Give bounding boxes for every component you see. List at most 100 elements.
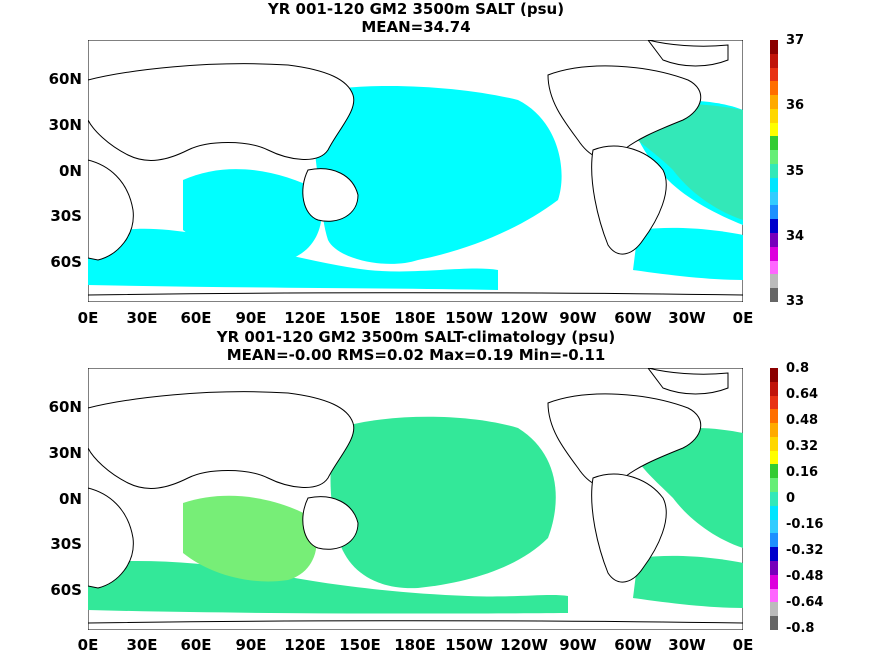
panel2-lon-120e: 120E xyxy=(284,636,326,654)
panel1-title: YR 001-120 GM2 3500m SALT (psu) xyxy=(267,0,565,18)
panel2-map xyxy=(88,368,743,630)
colorbar-segment xyxy=(770,108,778,123)
panel1-lon-60e: 60E xyxy=(180,309,212,327)
colorbar-segment xyxy=(770,560,778,575)
panel2-cb-0: 0 xyxy=(786,491,796,506)
panel2-lat-60s: 60S xyxy=(50,581,82,599)
panel1-cb-36: 36 xyxy=(786,98,805,113)
colorbar-segment xyxy=(770,588,778,603)
panel2-lon-0e-right: 0E xyxy=(732,636,754,654)
colorbar-segment xyxy=(770,616,778,630)
panel2-lon-30w: 30W xyxy=(668,636,706,654)
colorbar-segment xyxy=(770,395,778,410)
panel1-lat-30n: 30N xyxy=(48,116,82,134)
panel1-lon-180e: 180E xyxy=(394,309,436,327)
panel1-lon-150w: 150W xyxy=(445,309,493,327)
panel1-lon-0e-left: 0E xyxy=(77,309,99,327)
colorbar-segment xyxy=(770,505,778,520)
panel1-colorbar xyxy=(770,40,778,302)
colorbar-segment xyxy=(770,492,778,506)
colorbar-segment xyxy=(770,574,778,589)
panel1-lon-90w: 90W xyxy=(559,309,597,327)
panel2-green-fill xyxy=(88,416,743,614)
panel2-cb-m0p64: -0.64 xyxy=(786,595,824,610)
colorbar-segment xyxy=(770,547,778,561)
panel2-lon-60e: 60E xyxy=(180,636,212,654)
panel2-lon-150e: 150E xyxy=(339,636,381,654)
panel2-lon-90w: 90W xyxy=(559,636,597,654)
panel2-title: YR 001-120 GM2 3500m SALT-climatology (p… xyxy=(216,328,616,346)
colorbar-segment xyxy=(770,274,778,289)
panel1-cb-33: 33 xyxy=(786,294,805,309)
panel2-cb-m0p8: -0.8 xyxy=(786,621,815,636)
panel1-lon-0e-right: 0E xyxy=(732,309,754,327)
colorbar-segment xyxy=(770,150,778,165)
panel2-cb-0p16: 0.16 xyxy=(786,465,819,480)
colorbar-segment xyxy=(770,519,778,534)
panel2-subtitle: MEAN=-0.00 RMS=0.02 Max=0.19 Min=-0.11 xyxy=(226,346,606,364)
colorbar-segment xyxy=(770,464,778,479)
panel2-lon-30e: 30E xyxy=(126,636,158,654)
panel1-lon-120e: 120E xyxy=(284,309,326,327)
panel2-cb-m0p16: -0.16 xyxy=(786,517,824,532)
colorbar-segment xyxy=(770,53,778,68)
colorbar-segment xyxy=(770,246,778,261)
colorbar-segment xyxy=(770,81,778,96)
colorbar-segment xyxy=(770,205,778,220)
panel2-lat-30s: 30S xyxy=(50,535,82,553)
colorbar-segment xyxy=(770,288,778,302)
panel2-cb-0p32: 0.32 xyxy=(786,439,819,454)
panel2-cb-0p48: 0.48 xyxy=(786,413,819,428)
panel2-lat-60n: 60N xyxy=(48,398,82,416)
panel2-lat-30n: 30N xyxy=(48,444,82,462)
panel1-lat-60n: 60N xyxy=(48,70,82,88)
colorbar-segment xyxy=(770,533,778,548)
colorbar-segment xyxy=(770,478,778,493)
panel1-lon-90e: 90E xyxy=(235,309,267,327)
panel1-cb-35: 35 xyxy=(786,164,805,179)
panel2-lon-150w: 150W xyxy=(445,636,493,654)
colorbar-segment xyxy=(770,602,778,617)
panel2-colorbar xyxy=(770,368,778,630)
colorbar-segment xyxy=(770,368,778,382)
colorbar-segment xyxy=(770,136,778,151)
panel2-cb-m0p48: -0.48 xyxy=(786,569,824,584)
panel1-lon-150e: 150E xyxy=(339,309,381,327)
panel1-cb-37: 37 xyxy=(786,33,805,48)
panel2-lon-120w: 120W xyxy=(500,636,548,654)
panel1-lat-30s: 30S xyxy=(50,207,82,225)
panel2-lon-60w: 60W xyxy=(614,636,652,654)
colorbar-segment xyxy=(770,67,778,82)
colorbar-segment xyxy=(770,122,778,137)
panel1-lon-30e: 30E xyxy=(126,309,158,327)
colorbar-segment xyxy=(770,423,778,437)
panel2-lat-0n: 0N xyxy=(59,490,82,508)
panel2-lon-90e: 90E xyxy=(235,636,267,654)
panel2-coastlines xyxy=(88,368,743,630)
colorbar-segment xyxy=(770,260,778,275)
panel1-lat-0n: 0N xyxy=(59,162,82,180)
colorbar-segment xyxy=(770,232,778,247)
colorbar-segment xyxy=(770,219,778,233)
colorbar-segment xyxy=(770,95,778,109)
panel1-map xyxy=(88,40,743,302)
panel2-cb-m0p32: -0.32 xyxy=(786,543,824,558)
colorbar-segment xyxy=(770,436,778,451)
panel1-subtitle: MEAN=34.74 xyxy=(361,18,471,36)
panel2-lon-0e-left: 0E xyxy=(77,636,99,654)
panel1-lon-60w: 60W xyxy=(614,309,652,327)
colorbar-segment xyxy=(770,409,778,424)
panel2-cb-0p8: 0.8 xyxy=(786,361,810,376)
panel1-coastlines xyxy=(88,40,743,302)
colorbar-segment xyxy=(770,177,778,192)
colorbar-segment xyxy=(770,450,778,465)
colorbar-segment xyxy=(770,381,778,396)
panel1-lon-30w: 30W xyxy=(668,309,706,327)
panel2-lon-180e: 180E xyxy=(394,636,436,654)
colorbar-segment xyxy=(770,40,778,54)
panel1-lat-60s: 60S xyxy=(50,253,82,271)
panel2-cb-0p64: 0.64 xyxy=(786,387,819,402)
panel1-lon-120w: 120W xyxy=(500,309,548,327)
colorbar-segment xyxy=(770,164,778,178)
colorbar-segment xyxy=(770,191,778,206)
